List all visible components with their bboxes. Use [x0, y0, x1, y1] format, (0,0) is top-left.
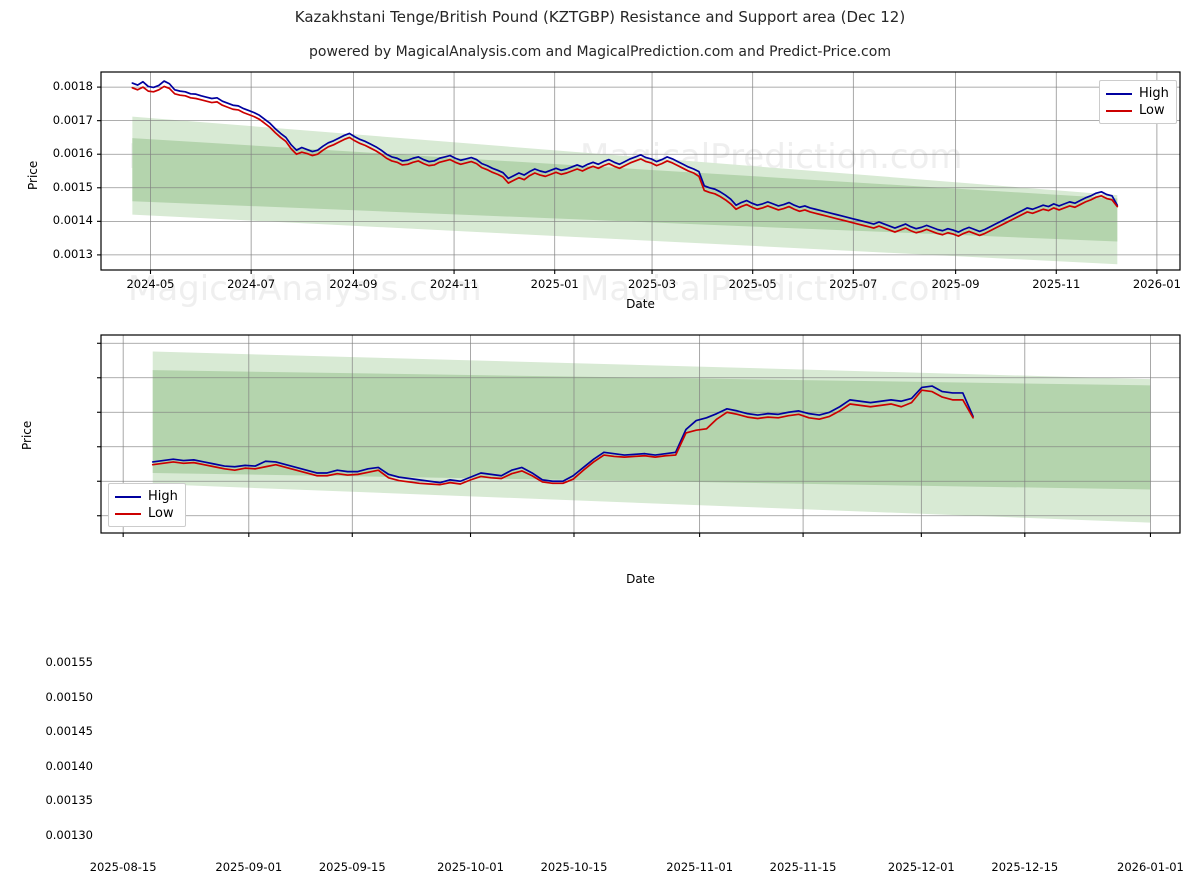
series-line-low [131, 85, 1119, 237]
y-tick-label: 0.00135 [45, 793, 93, 808]
watermark: MagicalAnalysis.com [128, 269, 482, 309]
x-tick-label: 2025-10-15 [540, 860, 608, 874]
x-tick-label: 2025-09-15 [318, 860, 386, 874]
plot-frame [100, 334, 1181, 534]
zoom-legend: High Low [108, 483, 186, 527]
legend-label-high: High [1139, 86, 1169, 101]
legend-entry-high: High [1106, 85, 1169, 102]
y-tick-label: 0.00145 [45, 724, 93, 739]
x-tick-label: 2025-07 [829, 277, 878, 291]
band-inner [152, 370, 1151, 490]
x-tick-label: 2025-10-01 [437, 860, 504, 874]
zoom-x-axis-label: Date [626, 572, 655, 586]
x-tick-label: 2025-05 [728, 277, 777, 291]
legend-label-low: Low [148, 506, 174, 521]
series-line-high [151, 385, 974, 484]
legend-label-high: High [148, 489, 178, 504]
x-tick-label: 2024-07 [227, 277, 276, 291]
page-subtitle: powered by MagicalAnalysis.com and Magic… [309, 44, 891, 60]
y-tick-label: 0.00140 [45, 758, 93, 773]
legend-line-low-icon [115, 512, 141, 515]
y-tick-label: 0.00130 [45, 827, 93, 842]
y-tick-label: 0.0017 [52, 112, 93, 127]
series-line-high [131, 80, 1119, 233]
overview-x-axis-label: Date [626, 297, 655, 311]
zoom-chart-panel: Price Date MagicalAnalysis.comMagicalPre… [0, 320, 1200, 874]
plot-frame [100, 71, 1181, 271]
legend-label-low: Low [1139, 103, 1165, 118]
legend-entry-low: Low [1106, 102, 1169, 119]
x-tick-label: 2025-11 [1032, 277, 1081, 291]
x-tick-label: 2025-01 [530, 277, 579, 291]
x-tick-label: 2025-11-01 [666, 860, 734, 874]
overview-chart-panel: Price Date MagicalAnalysis.comMagicalPre… [0, 0, 1200, 320]
x-tick-label: 2024-11 [430, 277, 479, 291]
x-tick-label: 2026-01-01 [1117, 860, 1184, 874]
x-tick-label: 2025-12-01 [887, 860, 955, 874]
legend-line-low-icon [1106, 109, 1132, 112]
x-tick-label: 2026-01 [1132, 277, 1181, 291]
legend-entry-low: Low [115, 505, 178, 522]
band-inner [132, 138, 1118, 242]
x-tick-label: 2025-11-15 [769, 860, 837, 874]
legend-line-high-icon [115, 495, 141, 498]
y-tick-label: 0.00155 [45, 655, 93, 670]
x-tick-label: 2024-05 [126, 277, 175, 291]
legend-line-high-icon [1106, 92, 1132, 95]
y-tick-label: 0.0018 [52, 79, 93, 94]
series-line-low [151, 389, 974, 486]
y-tick-label: 0.00150 [45, 689, 93, 704]
overview-legend: High Low [1099, 80, 1177, 124]
zoom-y-axis-label: Price [20, 420, 34, 450]
y-tick-label: 0.0015 [52, 179, 93, 194]
x-tick-label: 2025-03 [628, 277, 677, 291]
y-tick-label: 0.0016 [52, 146, 93, 161]
y-tick-label: 0.0013 [52, 246, 93, 261]
page-title: Kazakhstani Tenge/British Pound (KZTGBP)… [294, 8, 906, 26]
watermark: MagicalPrediction.com [580, 269, 963, 309]
y-tick-label: 0.0014 [52, 213, 93, 228]
x-tick-label: 2025-09 [931, 277, 980, 291]
x-tick-label: 2025-09-01 [215, 860, 283, 874]
x-tick-label: 2025-12-15 [991, 860, 1059, 874]
x-tick-label: 2024-09 [329, 277, 378, 291]
legend-entry-high: High [115, 488, 178, 505]
x-tick-label: 2025-08-15 [89, 860, 157, 874]
